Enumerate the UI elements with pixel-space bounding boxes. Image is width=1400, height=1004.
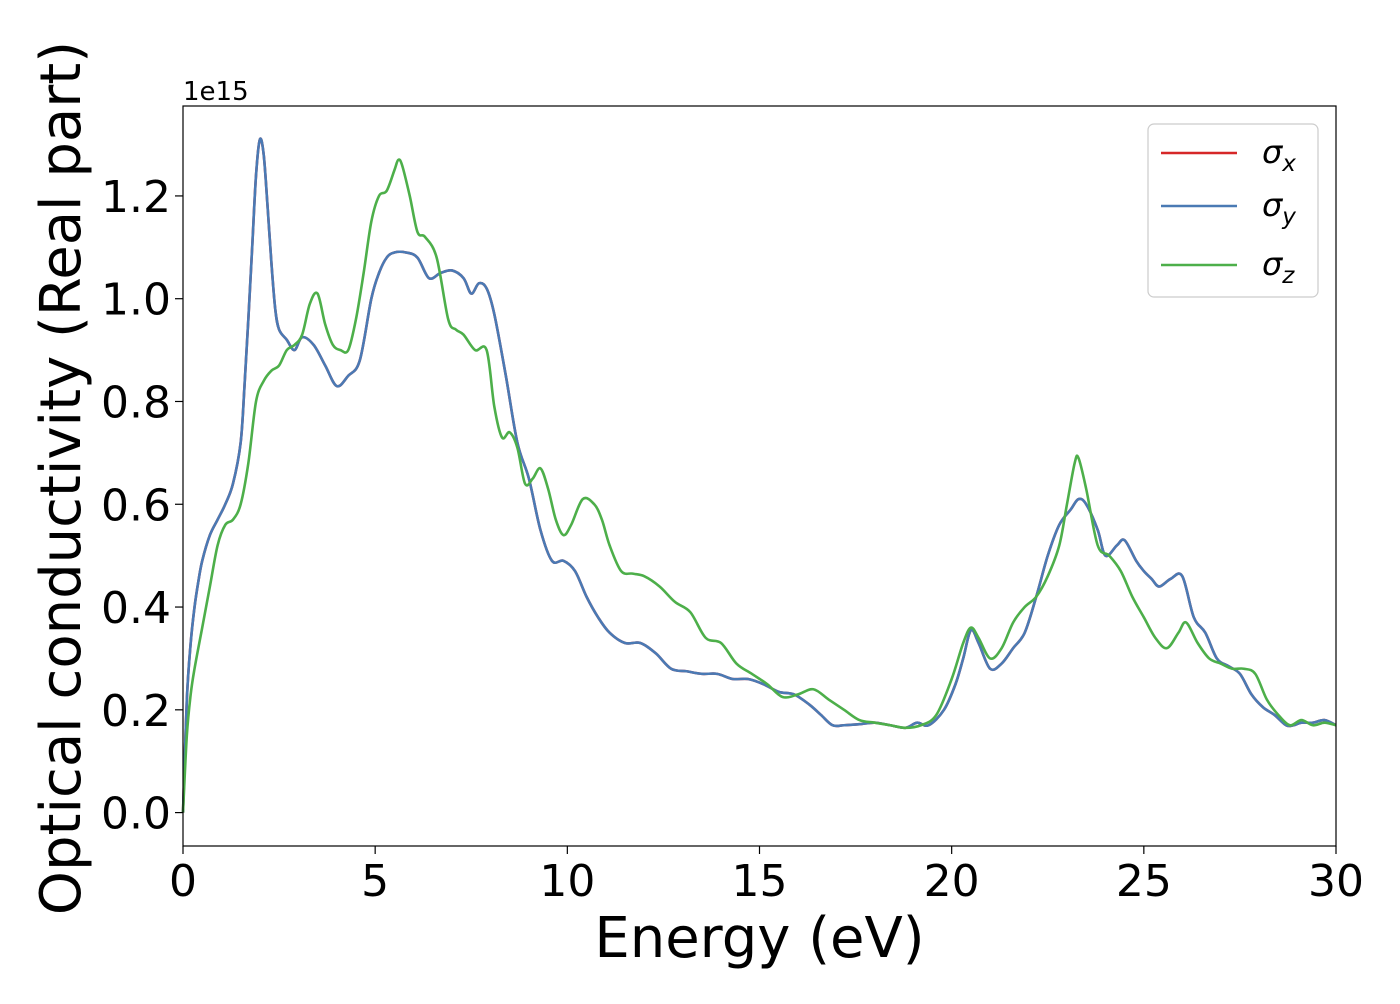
y-axis-label: Optical conductivity (Real part) <box>29 41 94 915</box>
y-tick-label: 0.0 <box>101 789 171 840</box>
legend: σx σy σz <box>1147 123 1319 298</box>
legend-label-y: σy <box>1262 186 1296 230</box>
x-tick-label: 5 <box>361 856 389 907</box>
x-tick-label: 25 <box>1116 856 1172 907</box>
x-axis: 0 5 10 15 20 25 30 <box>169 846 1364 907</box>
series-lines <box>181 137 1337 813</box>
series-line-y <box>181 137 1337 813</box>
y-axis: 0.0 0.2 0.4 0.6 0.8 1.0 1.2 <box>101 172 183 840</box>
x-tick-label: 0 <box>169 856 197 907</box>
y-tick-label: 0.2 <box>101 686 171 737</box>
legend-box <box>1147 123 1319 298</box>
y-tick-label: 0.6 <box>101 480 171 531</box>
y-tick-label: 1.2 <box>101 172 171 223</box>
legend-label-x: σx <box>1262 133 1296 177</box>
legend-label-z: σz <box>1262 245 1295 289</box>
x-tick-label: 20 <box>924 856 980 907</box>
y-offset-text: 1e15 <box>183 77 249 107</box>
x-axis-label: Energy (eV) <box>594 906 924 971</box>
y-tick-label: 0.4 <box>101 583 171 634</box>
x-tick-label: 15 <box>732 856 788 907</box>
series-line-z <box>181 158 1337 813</box>
y-tick-label: 1.0 <box>101 275 171 326</box>
x-tick-label: 10 <box>539 856 595 907</box>
y-tick-label: 0.8 <box>101 377 171 428</box>
x-tick-label: 30 <box>1308 856 1364 907</box>
